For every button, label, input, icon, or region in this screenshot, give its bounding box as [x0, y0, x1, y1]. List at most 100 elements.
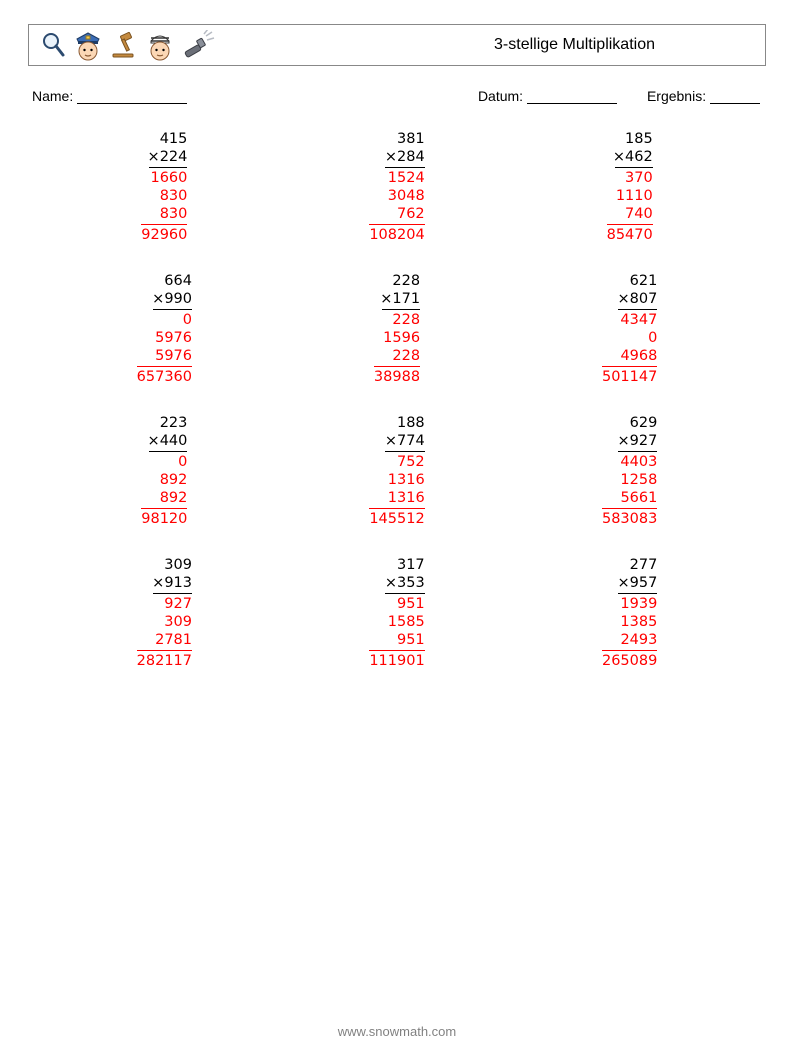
partial-product: 0	[141, 453, 187, 471]
problem: 664 ×990 0 59765976657360	[68, 272, 261, 386]
product-result: 282117	[137, 652, 192, 670]
partial-product: 1316	[369, 471, 424, 489]
rule-bottom	[369, 508, 424, 509]
multiplicand: 621	[602, 272, 657, 290]
multiplier: ×807	[602, 290, 657, 308]
problem-body: 415 ×224 1660 830830 92960	[141, 130, 187, 244]
problem-body: 629 ×927 4403 12585661583083	[602, 414, 657, 528]
partial-product: 951	[369, 595, 424, 613]
problem-body: 185 ×462 370111074085470	[607, 130, 653, 244]
multiplicand: 185	[607, 130, 653, 148]
partial-product: 740	[607, 205, 653, 223]
rule-bottom	[374, 366, 420, 367]
rule-top	[618, 451, 657, 452]
multiplicand: 277	[602, 556, 657, 574]
problem: 621 ×807 4347 04968501147	[533, 272, 726, 386]
partial-product: 5976	[137, 329, 192, 347]
multiplier: ×913	[137, 574, 192, 592]
multiplier: ×440	[141, 432, 187, 450]
header-icons	[39, 29, 215, 61]
multiplier: ×927	[602, 432, 657, 450]
problem: 223 ×440 0 89289298120	[68, 414, 261, 528]
multiplier: ×462	[607, 148, 653, 166]
multiplier: ×171	[374, 290, 420, 308]
problem-body: 317 ×353 951 1585 951111901	[369, 556, 424, 670]
product-result: 111901	[369, 652, 424, 670]
partial-product: 370	[607, 169, 653, 187]
header-box: 3-stellige Multiplikation	[28, 24, 766, 66]
rule-top	[149, 167, 187, 168]
multiplicand: 664	[137, 272, 192, 290]
product-result: 38988	[374, 368, 420, 386]
partial-product: 2493	[602, 631, 657, 649]
partial-product: 1385	[602, 613, 657, 631]
product-result: 501147	[602, 368, 657, 386]
rule-top	[149, 451, 187, 452]
product-result: 92960	[141, 226, 187, 244]
partial-product: 1585	[369, 613, 424, 631]
partial-product: 5976	[137, 347, 192, 365]
rule-bottom	[137, 366, 192, 367]
rule-bottom	[602, 508, 657, 509]
rule-top	[385, 593, 424, 594]
problem: 185 ×462 370111074085470	[533, 130, 726, 244]
product-result: 265089	[602, 652, 657, 670]
rule-bottom	[141, 224, 187, 225]
partial-product: 1660	[141, 169, 187, 187]
partial-product: 1110	[607, 187, 653, 205]
rule-top	[153, 309, 192, 310]
problem: 277 ×957 1939 13852493265089	[533, 556, 726, 670]
problem-body: 621 ×807 4347 04968501147	[602, 272, 657, 386]
problem-body: 381 ×284 1524 3048 762108204	[369, 130, 424, 244]
product-result: 145512	[369, 510, 424, 528]
rule-top	[385, 451, 424, 452]
multiplier: ×224	[141, 148, 187, 166]
problem: 381 ×284 1524 3048 762108204	[301, 130, 494, 244]
rule-bottom	[369, 224, 424, 225]
date-label: Datum:	[478, 88, 523, 104]
partial-product: 892	[141, 471, 187, 489]
rule-top	[618, 593, 657, 594]
partial-product: 1316	[369, 489, 424, 507]
name-label: Name:	[32, 88, 73, 104]
rule-bottom	[141, 508, 187, 509]
rule-top	[382, 309, 420, 310]
gavel-icon	[109, 30, 139, 60]
problem-body: 277 ×957 1939 13852493265089	[602, 556, 657, 670]
name-blank	[77, 89, 187, 104]
multiplicand: 188	[369, 414, 424, 432]
problem-body: 228 ×171 228159622838988	[374, 272, 420, 386]
multiplier: ×774	[369, 432, 424, 450]
magnifier-icon	[39, 30, 67, 60]
partial-product: 951	[369, 631, 424, 649]
multiplicand: 223	[141, 414, 187, 432]
multiplicand: 381	[369, 130, 424, 148]
prisoner-icon	[145, 29, 175, 61]
partial-product: 2781	[137, 631, 192, 649]
partial-product: 830	[141, 187, 187, 205]
multiplicand: 629	[602, 414, 657, 432]
multiplicand: 415	[141, 130, 187, 148]
problem: 228 ×171 228159622838988	[301, 272, 494, 386]
problem: 415 ×224 1660 830830 92960	[68, 130, 261, 244]
partial-product: 4403	[602, 453, 657, 471]
partial-product: 228	[374, 311, 420, 329]
partial-product: 0	[137, 311, 192, 329]
partial-product: 1258	[602, 471, 657, 489]
partial-product: 830	[141, 205, 187, 223]
footer: www.snowmath.com	[0, 1024, 794, 1039]
multiplier: ×353	[369, 574, 424, 592]
partial-product: 752	[369, 453, 424, 471]
rule-bottom	[602, 366, 657, 367]
result-label: Ergebnis:	[647, 88, 706, 104]
partial-product: 4347	[602, 311, 657, 329]
product-result: 108204	[369, 226, 424, 244]
flashlight-icon	[181, 30, 215, 60]
rule-top	[385, 167, 424, 168]
rule-bottom	[602, 650, 657, 651]
partial-product: 762	[369, 205, 424, 223]
problem: 629 ×927 4403 12585661583083	[533, 414, 726, 528]
partial-product: 309	[137, 613, 192, 631]
multiplicand: 228	[374, 272, 420, 290]
problem-body: 223 ×440 0 89289298120	[141, 414, 187, 528]
